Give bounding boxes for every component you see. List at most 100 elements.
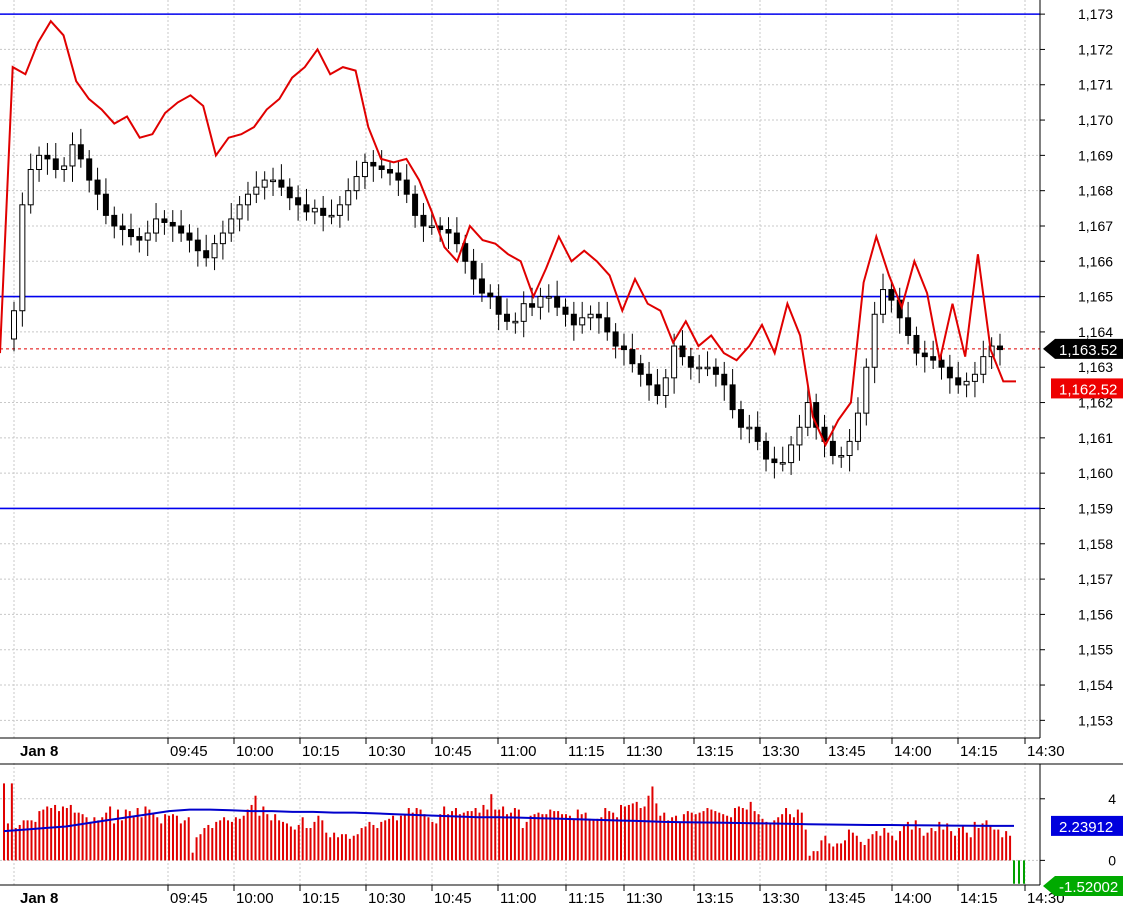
candle-body — [846, 440, 853, 457]
x-tick-label: 14:00 — [894, 743, 932, 760]
x-tick-label: 10:45 — [434, 743, 472, 760]
volume-y-tick-label: 4 — [1108, 791, 1116, 807]
volume-bar — [635, 801, 638, 861]
candle-body — [311, 207, 318, 213]
candle-body — [487, 292, 494, 298]
candle-body — [771, 458, 778, 464]
volume-bar — [113, 823, 116, 861]
y-tick-label: 1,153 — [1078, 712, 1113, 728]
volume-bar — [844, 840, 847, 861]
volume-bar — [808, 855, 811, 861]
candles-layer — [11, 128, 1003, 479]
volume-bar — [820, 840, 823, 861]
volume-bar — [993, 829, 996, 861]
last-price-badge-shape — [1043, 338, 1123, 359]
volume-bar — [175, 815, 178, 861]
candle-body — [144, 232, 151, 241]
x-tick-label-volume: 14:15 — [960, 890, 998, 907]
volume-bar — [183, 820, 186, 861]
volume-bar — [777, 817, 780, 861]
candle-body — [244, 193, 251, 206]
volume-bar — [191, 852, 194, 861]
volume-bar — [337, 837, 340, 861]
candle-body — [938, 359, 945, 368]
volume-bar — [682, 814, 685, 861]
volume-bar — [195, 837, 198, 861]
volume-bar — [494, 809, 497, 861]
volume-bar — [914, 820, 917, 861]
volume-bar — [1009, 835, 1012, 861]
volume-bar-negative — [1023, 860, 1025, 884]
volume-bar — [985, 820, 988, 861]
volume-bar — [887, 832, 890, 861]
volume-bar — [348, 838, 351, 861]
volume-bar — [769, 823, 772, 861]
volume-bar — [148, 809, 151, 861]
volume-bar — [926, 832, 929, 861]
volume-bar — [352, 835, 355, 861]
candle-body — [905, 317, 912, 336]
volume-bar — [702, 811, 705, 861]
volume-bar — [128, 811, 131, 861]
volume-bar — [568, 815, 571, 861]
y-tick-label: 1,170 — [1078, 112, 1113, 128]
y-tick-label: 1,162 — [1078, 395, 1113, 411]
volume-bar — [227, 820, 230, 861]
candle-body — [403, 179, 410, 195]
red-value-badge-text: 1,162.52 — [1059, 381, 1117, 398]
volume-bar — [663, 812, 666, 861]
candle-body — [570, 313, 577, 326]
volume-bar — [230, 821, 233, 861]
volume-bar — [313, 821, 316, 861]
volume-bar — [902, 824, 905, 861]
volume-bar — [199, 834, 202, 861]
volume-bar — [238, 818, 241, 861]
volume-bar — [631, 803, 634, 861]
candle-body — [504, 313, 510, 322]
candle-body — [946, 366, 953, 379]
volume-bar — [969, 837, 972, 861]
volume-bar — [309, 828, 312, 861]
candle-body — [270, 179, 277, 183]
volume-bar — [867, 838, 870, 861]
volume-bar — [427, 817, 430, 861]
volume-bar — [399, 815, 402, 861]
x-tick-label-volume: 10:30 — [368, 890, 406, 907]
volume-bar — [329, 837, 332, 861]
volume-bar — [706, 808, 709, 861]
volume-bar — [22, 820, 25, 861]
volume-bar — [785, 808, 788, 861]
candle-body — [997, 345, 1003, 351]
volume-bar — [824, 835, 827, 861]
volume-bar — [407, 808, 410, 861]
volume-bar — [293, 829, 296, 861]
volume-bar — [388, 818, 391, 861]
candle-body — [712, 366, 719, 375]
volume-bar — [124, 809, 127, 861]
volume-bar — [384, 820, 387, 861]
volume-bar — [325, 832, 328, 861]
volume-bar — [965, 832, 968, 861]
candle-body — [662, 377, 669, 396]
volume-bar — [360, 828, 363, 861]
volume-bar — [289, 826, 292, 861]
candle-body — [219, 232, 226, 245]
volume-bar — [164, 814, 167, 861]
x-tick-label: 11:00 — [500, 743, 536, 760]
candle-body — [637, 363, 644, 375]
volume-bar — [215, 821, 218, 861]
candle-body — [169, 221, 176, 227]
candle-body — [136, 236, 143, 241]
x-tick-label: 13:45 — [828, 743, 866, 760]
volume-bar — [686, 811, 689, 861]
candle-body — [303, 204, 310, 213]
volume-bar — [486, 809, 489, 861]
volume-bar — [753, 811, 756, 861]
volume-bar — [443, 806, 446, 861]
volume-bar — [458, 814, 461, 861]
volume-bar — [415, 808, 418, 861]
volume-bar — [470, 811, 473, 861]
volume-bar — [667, 820, 670, 861]
volume-bar — [600, 817, 603, 861]
